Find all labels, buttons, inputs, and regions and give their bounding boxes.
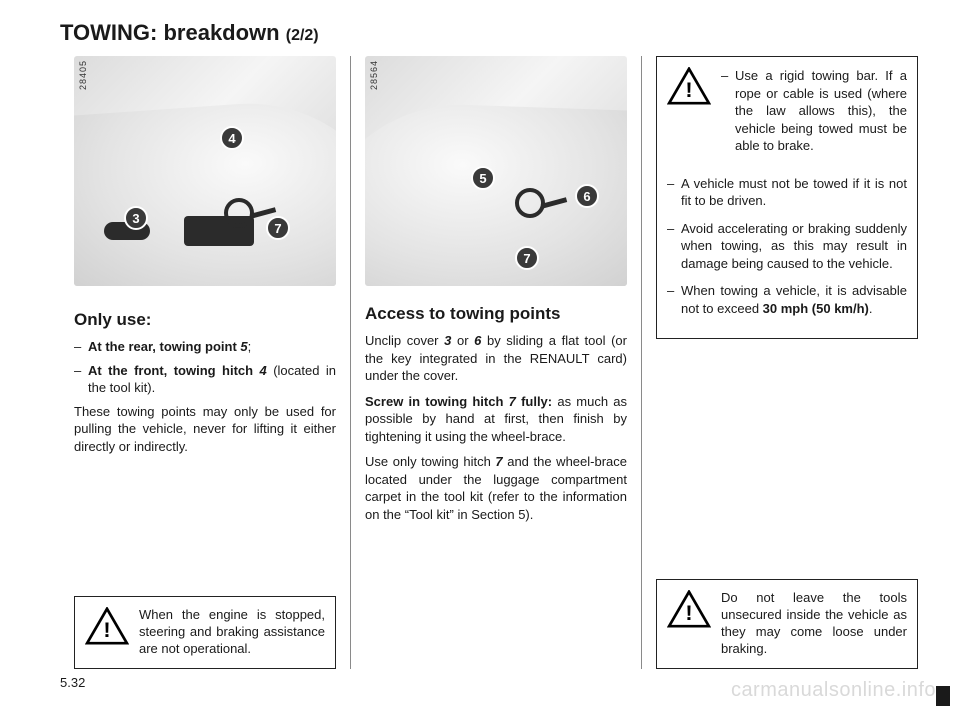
only-use-para: These towing points may only be used for…: [74, 403, 336, 456]
title-main: TOWING: breakdown: [60, 20, 280, 45]
car-body-shape: [74, 94, 336, 286]
columns: 28405 4 3 7 Only use: At the rear, towin…: [60, 56, 932, 669]
access-p2: Screw in towing hitch 7 fully: as much a…: [365, 393, 627, 446]
callout-3: 3: [124, 206, 148, 230]
callout-4: 4: [220, 126, 244, 150]
warn-rule-2: A vehicle must not be towed if it is not…: [667, 175, 907, 210]
callout-5: 5: [471, 166, 495, 190]
warn-rule-3: Avoid accelerating or braking suddenly w…: [667, 220, 907, 273]
title-sub: (2/2): [286, 27, 319, 44]
warning-icon: !: [667, 67, 711, 105]
warning-icon: !: [85, 607, 129, 645]
image-ref-mid: 28564: [369, 60, 379, 90]
svg-text:!: !: [103, 617, 110, 642]
svg-text:!: !: [685, 600, 692, 625]
access-p1: Unclip cover 3 or 6 by sliding a flat to…: [365, 332, 627, 385]
svg-text:!: !: [685, 77, 692, 102]
warning-engine-stopped: ! When the engine is stopped, steering a…: [74, 596, 336, 669]
warning-tools-text: Do not leave the tools unsecured inside …: [721, 590, 907, 658]
only-use-heading: Only use:: [74, 310, 336, 330]
manual-page: TOWING: breakdown (2/2) 28405 4 3 7 Only…: [0, 0, 960, 710]
towing-hook-shape: [224, 198, 254, 228]
access-heading: Access to towing points: [365, 304, 627, 324]
figure-front-tow: 28405 4 3 7: [74, 56, 336, 286]
column-left: 28405 4 3 7 Only use: At the rear, towin…: [60, 56, 350, 669]
callout-6: 6: [575, 184, 599, 208]
callout-7-left: 7: [266, 216, 290, 240]
callout-7-mid: 7: [515, 246, 539, 270]
page-title: TOWING: breakdown (2/2): [60, 20, 932, 46]
warning-towing-rules: ! Use a rigid towing bar. If a rope or c…: [656, 56, 918, 339]
figure-rear-tow: 28564 5 6 7: [365, 56, 627, 286]
corner-mark: [936, 686, 950, 706]
warning-icon: !: [667, 590, 711, 628]
warn-rule-4: When towing a vehicle, it is advisable n…: [667, 282, 907, 317]
column-middle: 28564 5 6 7 Access to towing points Uncl…: [351, 56, 641, 669]
only-use-list: At the rear, towing point 5; At the fron…: [74, 338, 336, 403]
access-p3: Use only towing hitch 7 and the wheel-br…: [365, 453, 627, 523]
image-ref-left: 28405: [78, 60, 88, 90]
only-use-item-front: At the front, towing hitch 4 (located in…: [74, 362, 336, 397]
watermark: carmanualsonline.info: [731, 679, 936, 702]
warning-tools-loose: ! Do not leave the tools unsecured insid…: [656, 579, 918, 669]
column-right: ! Use a rigid towing bar. If a rope or c…: [642, 56, 932, 669]
only-use-item-rear: At the rear, towing point 5;: [74, 338, 336, 356]
warning-engine-text: When the engine is stopped, steering and…: [139, 607, 325, 658]
towing-hook-shape-rear: [515, 188, 545, 218]
warn-rule-1: Use a rigid towing bar. If a rope or cab…: [721, 67, 907, 155]
